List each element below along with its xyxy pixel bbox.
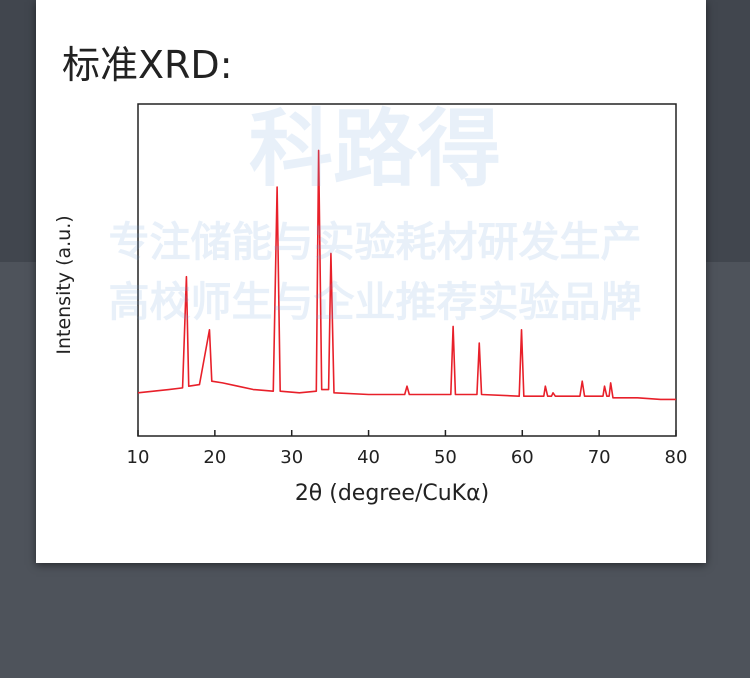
y-axis-label: Intensity (a.u.) [53, 215, 75, 354]
xrd-line [137, 149, 676, 401]
card: 标准XRD: [36, 0, 706, 563]
x-tick-label: 50 [434, 447, 457, 468]
x-tick-label: 20 [203, 447, 226, 468]
x-tick-label: 80 [665, 447, 688, 468]
x-tick-label: 10 [127, 447, 150, 468]
x-axis-label: 2θ (degree/CuKα) [295, 481, 489, 506]
x-tick-label: 70 [588, 447, 611, 468]
x-tick-label: 30 [280, 447, 303, 468]
chart-title: 标准XRD: [62, 43, 233, 87]
plot-frame [137, 103, 677, 437]
x-tick-label: 60 [511, 447, 534, 468]
x-tick-label: 40 [357, 447, 380, 468]
